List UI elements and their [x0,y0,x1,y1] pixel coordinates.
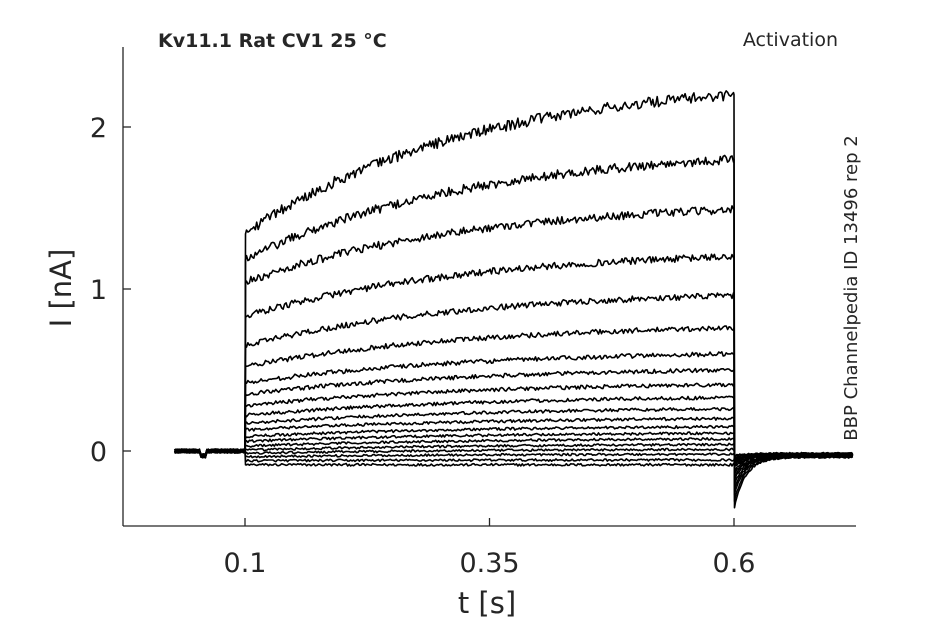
plot-traces [173,90,854,509]
current-trace-13 [174,367,854,475]
current-trace-15 [174,325,854,481]
y-tick-label: 1 [90,275,107,306]
x-tick-label: 0.1 [224,548,267,579]
protocol-label: Activation [743,29,838,51]
y-tick-label: 2 [90,113,107,144]
current-trace-1 [174,448,853,467]
current-trace-20 [174,90,853,509]
current-trace-19 [174,154,854,502]
current-trace-18 [174,205,854,496]
current-trace-12 [174,382,854,472]
x-tick-label: 0.6 [713,548,756,579]
x-ticks: 0.1 0.35 0.6 [224,518,756,579]
current-trace-9 [174,416,854,465]
x-tick-label: 0.35 [459,548,519,579]
source-id-label: BBP Channelpedia ID 13496 rep 2 [841,135,862,440]
chart-title: Kv11.1 Rat CV1 25 °C [158,30,387,52]
current-trace-11 [173,395,854,468]
x-axis-label: t [s] [458,586,516,620]
current-trace-8 [174,424,854,464]
current-trace-16 [173,292,854,486]
y-axis-label: I [nA] [44,249,78,328]
y-tick-label: 0 [90,437,107,468]
y-ticks: 0 1 2 [90,113,131,468]
current-trace-14 [173,351,854,478]
current-trace-10 [174,406,854,467]
current-trace-17 [174,253,854,491]
